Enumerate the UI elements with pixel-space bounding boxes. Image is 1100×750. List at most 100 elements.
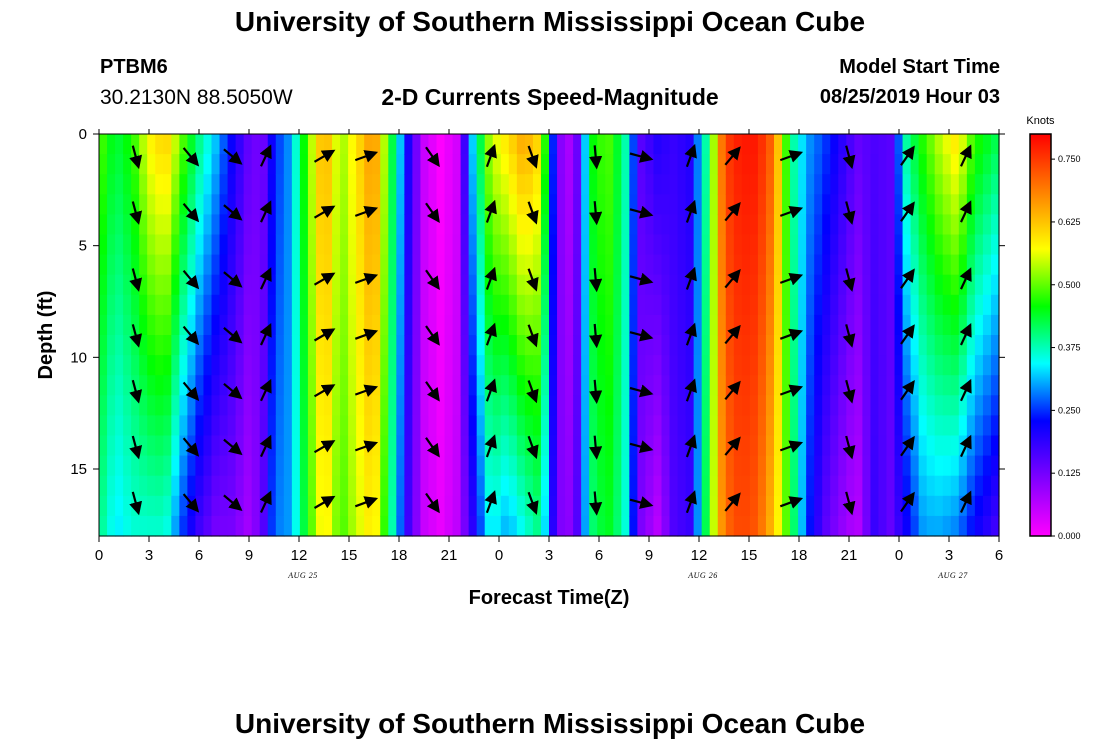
heatmap-cell: [500, 174, 510, 195]
heatmap-cell: [613, 194, 622, 215]
heatmap-cell: [468, 515, 478, 537]
heatmap-cell: [203, 314, 213, 336]
heatmap-cell: [291, 274, 301, 296]
heatmap-cell: [532, 174, 542, 195]
heatmap-cell: [557, 174, 566, 195]
heatmap-cell: [902, 134, 912, 155]
heatmap-cell: [412, 395, 422, 416]
heatmap-cell: [886, 214, 896, 236]
heatmap-cell: [669, 154, 679, 175]
heatmap-cell: [637, 515, 647, 537]
heatmap-cell: [187, 475, 197, 497]
heatmap-cell: [790, 134, 799, 155]
heatmap-cell: [749, 415, 759, 437]
heatmap-cell: [653, 214, 663, 236]
heatmap-cell: [701, 254, 711, 276]
heatmap-cell: [388, 314, 397, 336]
heatmap-cell: [822, 435, 831, 457]
heatmap-cell: [227, 314, 237, 336]
heatmap-cell: [540, 134, 550, 155]
current-vector-arrow: [842, 435, 856, 460]
heatmap-cell: [709, 274, 719, 296]
heatmap-cell: [645, 254, 655, 276]
heatmap-cell: [790, 314, 799, 336]
heatmap-cell: [645, 194, 655, 215]
heatmap-cell: [492, 435, 502, 457]
heatmap-cell: [315, 495, 325, 517]
x-tick-label: 12: [291, 547, 308, 564]
heatmap-cell: [942, 395, 952, 416]
heatmap-cell: [203, 415, 213, 437]
heatmap-cell: [404, 375, 413, 396]
heatmap-cell: [886, 495, 896, 517]
heatmap-cell: [532, 415, 542, 437]
heatmap-cell: [597, 214, 606, 236]
heatmap-cell: [854, 214, 863, 236]
heatmap-cell: [259, 234, 269, 256]
heatmap-cell: [709, 495, 719, 517]
heatmap-cell: [356, 214, 365, 236]
heatmap-cell: [597, 335, 606, 356]
heatmap-cell: [508, 254, 518, 276]
heatmap-cell: [757, 134, 767, 155]
heatmap-cell: [870, 174, 880, 195]
heatmap-cell: [500, 314, 510, 336]
heatmap-cell: [195, 314, 205, 336]
heatmap-cell: [179, 455, 188, 477]
heatmap-cell: [348, 254, 357, 276]
current-vector-arrow: [900, 324, 915, 345]
heatmap-cell: [774, 475, 783, 497]
heatmap-cell: [838, 234, 847, 256]
heatmap-cell: [524, 415, 534, 437]
heatmap-cell: [774, 234, 783, 256]
current-vector-arrow: [313, 272, 336, 286]
heatmap-cell: [516, 234, 526, 256]
heatmap-cell: [492, 415, 502, 437]
heatmap-cell: [958, 214, 968, 236]
heatmap-cell: [492, 495, 502, 517]
heatmap-cell: [549, 214, 558, 236]
heatmap-cell: [894, 495, 904, 517]
heatmap-cell: [299, 335, 309, 356]
heatmap-cell: [950, 475, 960, 497]
heatmap-cell: [894, 294, 904, 316]
heatmap-cell: [774, 375, 783, 396]
heatmap-cell: [388, 214, 397, 236]
heatmap-cell: [428, 355, 438, 376]
heatmap-cell: [315, 154, 325, 175]
heatmap-cell: [798, 234, 807, 256]
heatmap-cell: [934, 475, 944, 497]
heatmap-cell: [790, 234, 799, 256]
heatmap-cell: [717, 294, 727, 316]
y-tick-label: 0: [79, 126, 87, 143]
heatmap-cell: [420, 415, 430, 437]
heatmap-cell: [790, 415, 799, 437]
heatmap-cell: [219, 194, 229, 215]
heatmap-cell: [468, 274, 478, 296]
heatmap-cell: [99, 174, 108, 195]
heatmap-cell: [806, 495, 815, 517]
heatmap-cell: [974, 515, 984, 537]
heatmap-cell: [565, 455, 574, 477]
heatmap-cell: [709, 234, 719, 256]
heatmap-cell: [99, 355, 108, 376]
heatmap-cell: [958, 515, 968, 537]
heatmap-cell: [870, 294, 880, 316]
heatmap-cell: [243, 274, 253, 296]
heatmap-cell: [774, 395, 783, 416]
heatmap-cell: [332, 294, 341, 316]
heatmap-cell: [123, 375, 132, 396]
model-start-label: Model Start Time: [839, 56, 1000, 78]
heatmap-cell: [332, 415, 341, 437]
heatmap-cell: [235, 254, 245, 276]
heatmap-cell: [364, 174, 373, 195]
heatmap-cell: [179, 475, 188, 497]
heatmap-cell: [299, 214, 309, 236]
heatmap-cell: [540, 335, 550, 356]
heatmap-cell: [500, 274, 510, 296]
heatmap-cell: [918, 274, 928, 296]
heatmap-cell: [645, 134, 655, 155]
heatmap-cell: [235, 335, 245, 356]
heatmap-cell: [283, 274, 293, 296]
current-vector-arrow: [724, 492, 741, 512]
